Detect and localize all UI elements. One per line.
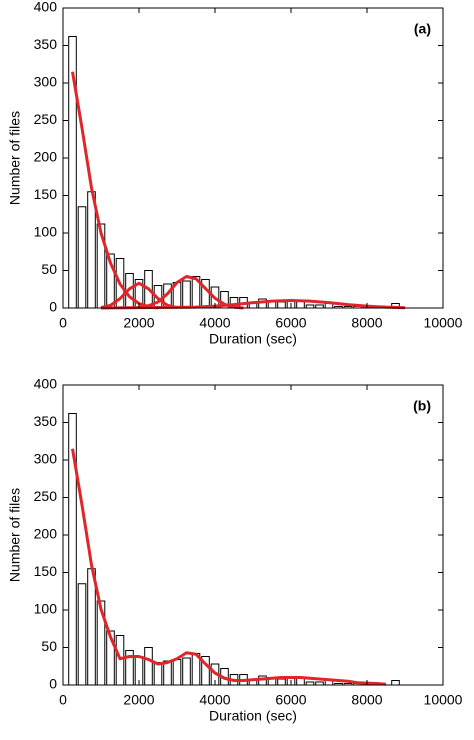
panel-label: (a) — [414, 21, 431, 37]
x-tick-label: 2000 — [123, 315, 154, 331]
bar — [115, 635, 125, 686]
x-tick-label: 6000 — [275, 315, 306, 331]
x-tick-label: 4000 — [199, 315, 230, 331]
y-tick-label: 150 — [34, 563, 58, 579]
bar — [144, 647, 153, 686]
bar — [172, 659, 182, 686]
bar — [87, 191, 96, 309]
fit-curve — [100, 281, 178, 310]
y-axis-label: Number of files — [7, 488, 23, 582]
panel-label: (b) — [413, 398, 431, 414]
bar — [277, 678, 286, 686]
x-tick-label: 8000 — [351, 315, 382, 331]
x-tick-label: 8000 — [351, 692, 382, 708]
fit-curve — [71, 448, 387, 686]
y-tick-label: 400 — [34, 0, 58, 15]
bar — [277, 301, 286, 309]
y-tick-label: 300 — [34, 451, 58, 467]
y-tick-label: 200 — [34, 526, 58, 542]
y-tick-label: 100 — [34, 601, 58, 617]
bar — [391, 680, 400, 686]
y-axis-label: Number of files — [7, 111, 23, 205]
bar — [163, 660, 172, 686]
x-axis-label: Duration (sec) — [209, 708, 297, 724]
bar — [182, 657, 191, 686]
x-tick-label: 10000 — [424, 315, 463, 331]
y-tick-label: 0 — [49, 299, 57, 315]
y-tick-label: 300 — [34, 74, 58, 90]
y-tick-label: 50 — [41, 638, 57, 654]
y-tick-label: 0 — [49, 676, 57, 692]
y-tick-label: 350 — [34, 36, 58, 52]
x-tick-label: 6000 — [275, 692, 306, 708]
y-tick-label: 250 — [34, 111, 58, 127]
bar — [87, 568, 96, 686]
y-tick-label: 350 — [34, 413, 58, 429]
y-tick-label: 100 — [34, 224, 58, 240]
x-axis-label: Duration (sec) — [209, 331, 297, 347]
bar — [77, 206, 87, 309]
x-tick-label: 0 — [59, 692, 67, 708]
y-tick-label: 250 — [34, 488, 58, 504]
y-tick-label: 150 — [34, 186, 58, 202]
x-tick-label: 2000 — [123, 692, 154, 708]
bar — [153, 662, 163, 686]
x-tick-label: 4000 — [199, 692, 230, 708]
x-tick-label: 0 — [59, 315, 67, 331]
y-tick-label: 50 — [41, 261, 57, 277]
y-tick-label: 400 — [34, 376, 58, 392]
x-tick-label: 10000 — [424, 692, 463, 708]
bar — [182, 280, 191, 309]
bar — [77, 583, 87, 686]
y-tick-label: 200 — [34, 149, 58, 165]
